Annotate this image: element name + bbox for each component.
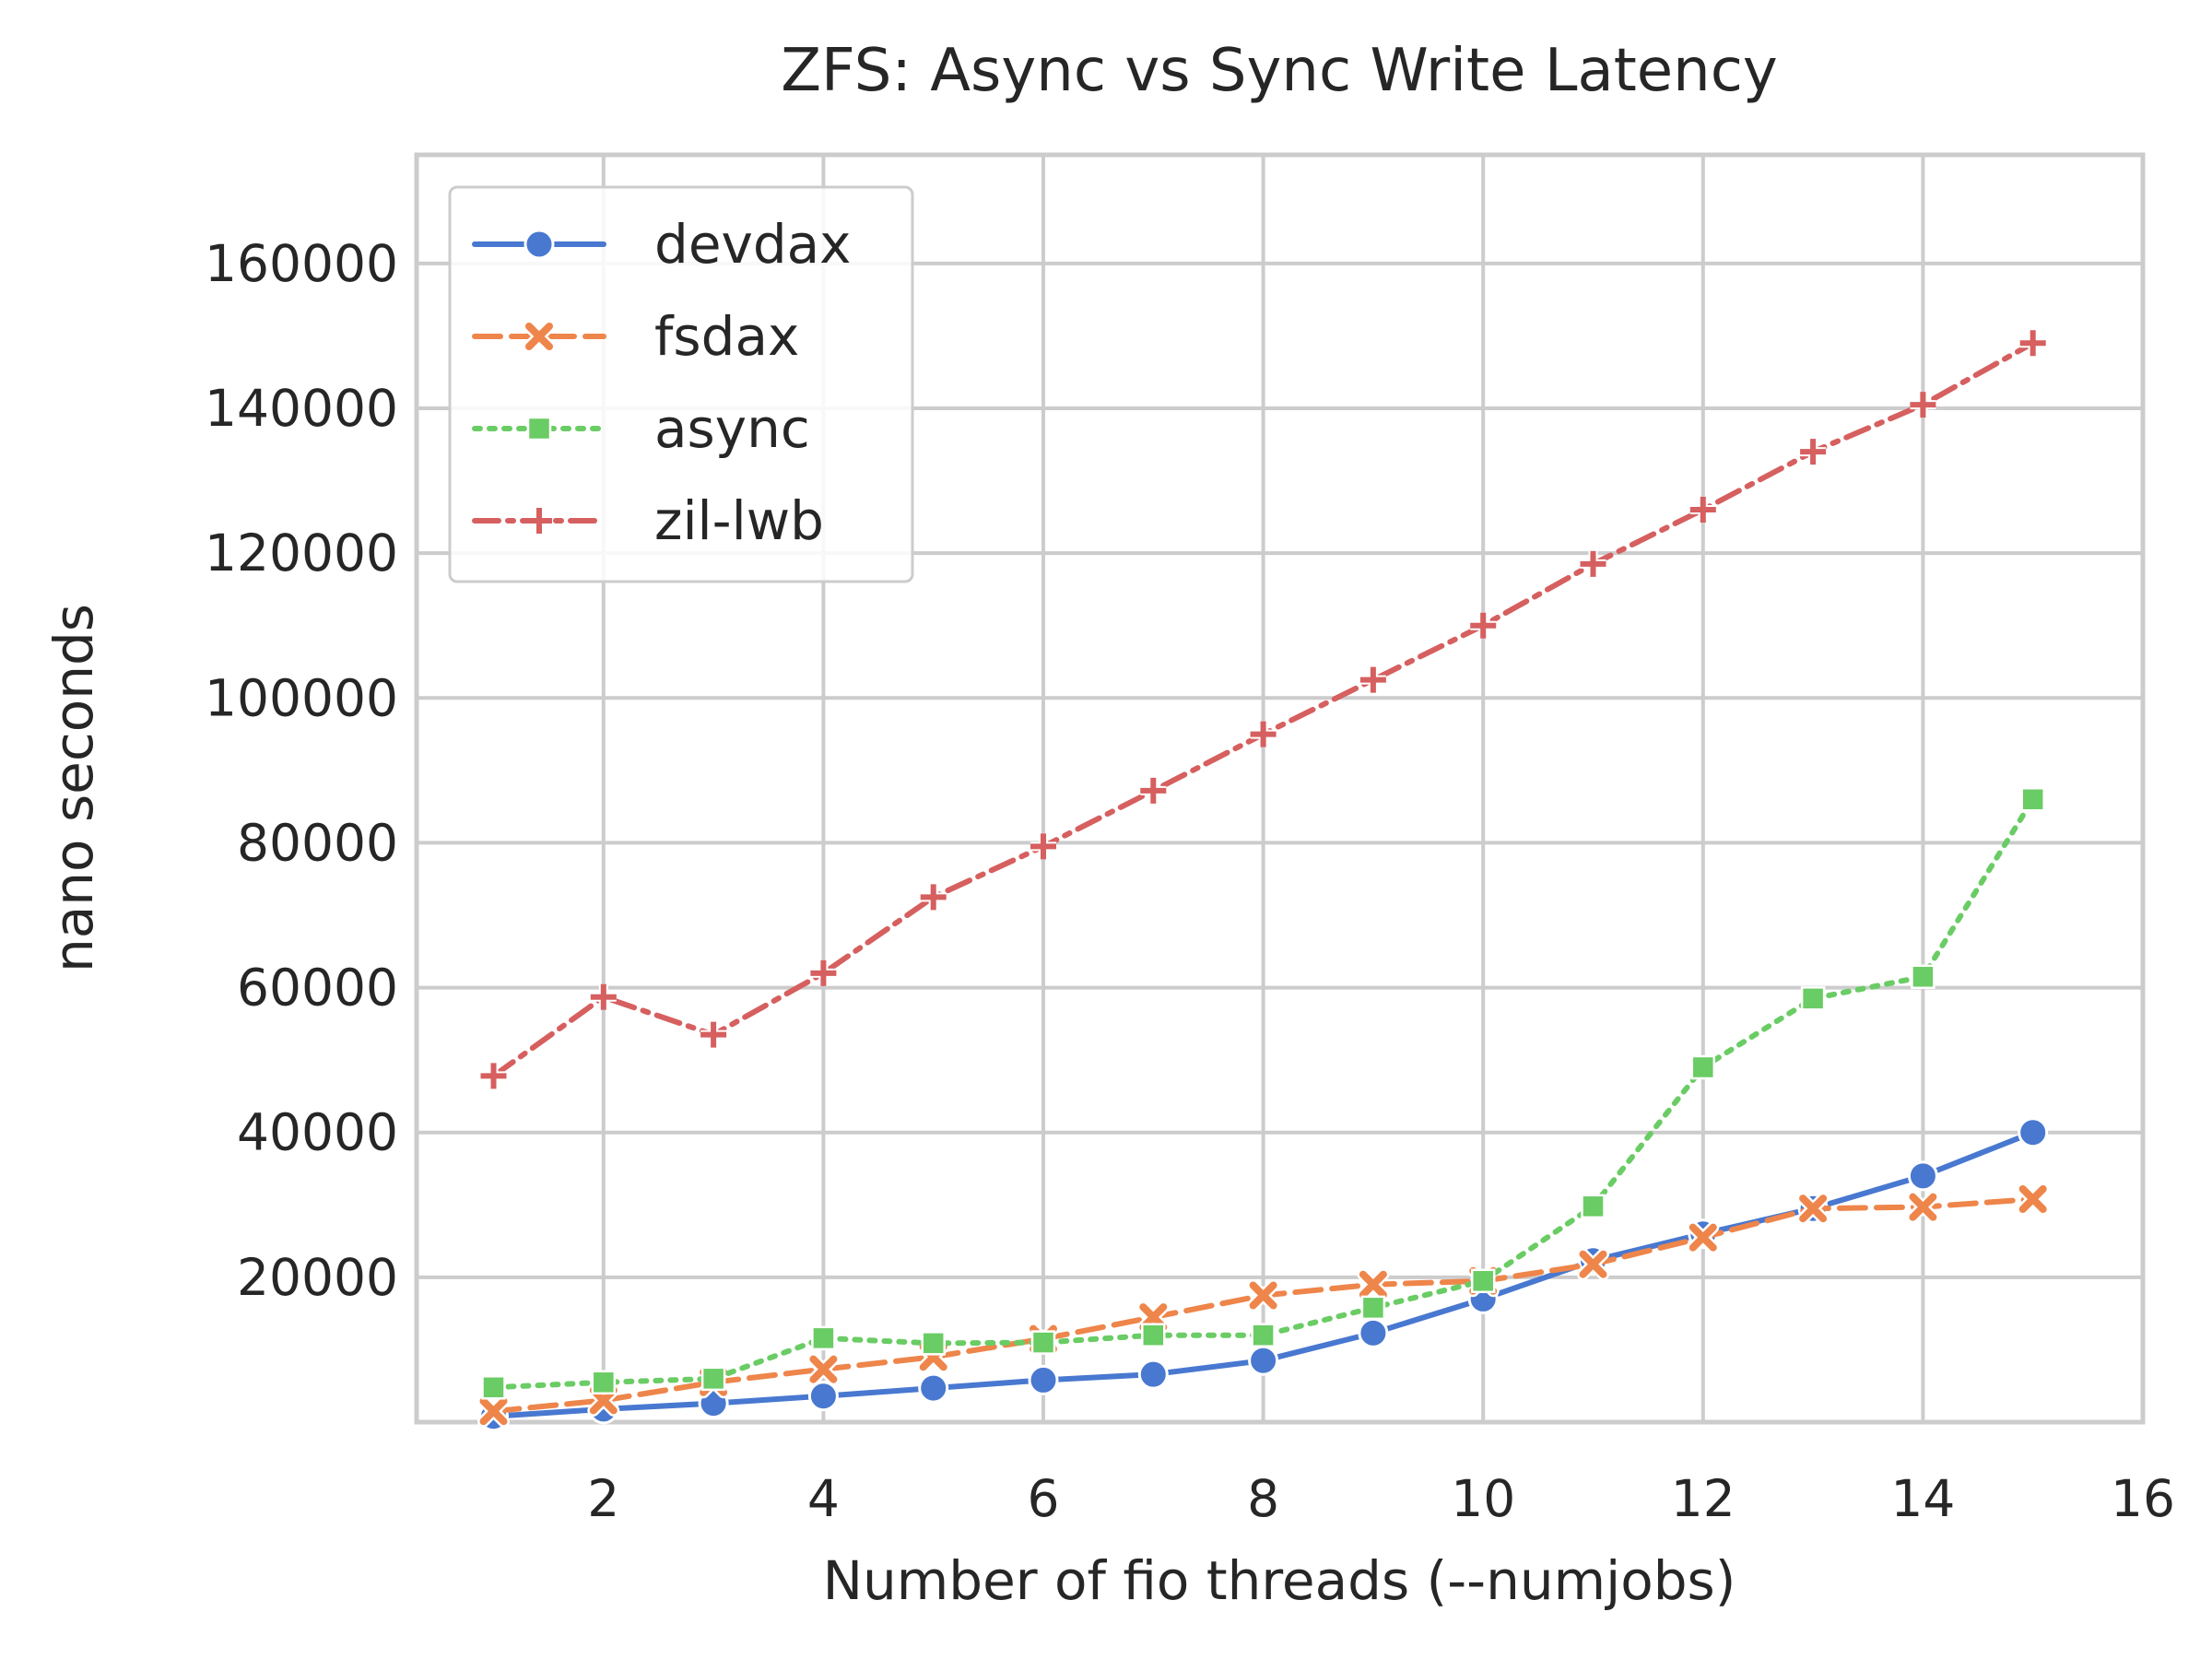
data-point-async [1030, 1330, 1056, 1355]
y-axis-label: nano seconds [42, 604, 105, 972]
data-point-zil-lwb [1359, 666, 1386, 693]
data-point-fsdax [809, 1355, 838, 1383]
x-tick-label: 12 [1671, 1469, 1735, 1528]
data-point-zil-lwb [2019, 330, 2046, 357]
grid [417, 155, 2143, 1422]
y-tick-label: 100000 [205, 668, 398, 727]
data-point-zil-lwb [480, 1063, 507, 1089]
y-tick-label: 160000 [205, 234, 398, 293]
legend-label-async: async [654, 397, 810, 460]
series-async [481, 787, 2045, 1400]
data-point-async [1690, 1054, 1716, 1080]
data-point-fsdax [1579, 1250, 1607, 1278]
data-point-zil-lwb [590, 983, 617, 1010]
legend-item-devdax: devdax [472, 213, 852, 276]
data-point-fsdax [2018, 1185, 2047, 1213]
series-zil-lwb [480, 330, 2046, 1089]
data-point-async [2020, 787, 2045, 812]
data-point-devdax [1358, 1317, 1389, 1348]
legend-item-async: async [472, 397, 810, 460]
data-point-zil-lwb [1470, 612, 1497, 639]
data-point-fsdax [1249, 1281, 1277, 1310]
data-point-zil-lwb [1030, 833, 1057, 860]
legend-label-zil-lwb: zil-lwb [654, 489, 824, 552]
y-tick-label: 20000 [237, 1248, 398, 1307]
data-point-fsdax [1799, 1194, 1828, 1223]
data-point-zil-lwb [1250, 721, 1277, 747]
legend-items: devdax fsdax async zil-lwb [472, 213, 852, 552]
data-point-async [921, 1331, 946, 1356]
tick-labels: 2 4 6 8 10 12 14 16 20000 40000 60000 80000 100000 12… [205, 234, 2175, 1528]
data-point-zil-lwb [1580, 550, 1606, 577]
x-tick-label: 16 [2111, 1469, 2175, 1528]
legend-marker-zil-lwb [526, 508, 552, 534]
legend-item-zil-lwb: zil-lwb [472, 489, 824, 552]
plot-area-frame [414, 152, 2146, 1425]
data-point-devdax [1028, 1364, 1059, 1395]
legend-marker-devdax [524, 229, 555, 260]
data-point-async [481, 1375, 506, 1400]
legend: devdax fsdax async zil-lwb [448, 185, 914, 583]
data-point-async [811, 1325, 836, 1351]
data-point-zil-lwb [1689, 497, 1716, 523]
data-point-async [1800, 986, 1826, 1011]
data-point-async [1581, 1194, 1606, 1219]
data-point-zil-lwb [1910, 392, 1936, 418]
legend-marker-fsdax [525, 323, 553, 350]
data-point-async [1251, 1323, 1276, 1347]
data-point-devdax [807, 1381, 839, 1412]
data-point-async [1911, 964, 1936, 990]
data-point-async [700, 1366, 726, 1392]
series-layer [477, 330, 2050, 1432]
data-point-fsdax [479, 1397, 508, 1426]
x-axis-label: Number of fio threads (--numjobs) [823, 1549, 1736, 1612]
data-point-fsdax [1909, 1193, 1937, 1221]
data-point-fsdax [1359, 1270, 1387, 1299]
data-point-async [1360, 1295, 1386, 1321]
data-point-fsdax [1688, 1223, 1717, 1252]
data-point-zil-lwb [810, 959, 837, 986]
data-point-async [591, 1370, 617, 1395]
x-tick-label: 4 [807, 1469, 840, 1528]
legend-box [448, 185, 914, 583]
y-tick-label: 120000 [205, 524, 398, 582]
y-tick-label: 80000 [237, 813, 398, 872]
series-line-async [490, 796, 2036, 1391]
data-point-zil-lwb [1800, 439, 1827, 465]
y-tick-label: 40000 [237, 1103, 398, 1162]
data-point-zil-lwb [1140, 777, 1167, 804]
legend-label-fsdax: fsdax [654, 305, 799, 368]
data-point-devdax [1248, 1345, 1279, 1376]
y-tick-label: 60000 [237, 959, 398, 1018]
legend-item-fsdax: fsdax [472, 305, 799, 368]
data-point-devdax [1907, 1160, 1938, 1192]
data-point-devdax [1137, 1359, 1169, 1390]
data-point-zil-lwb [700, 1021, 727, 1048]
x-tick-label: 8 [1247, 1469, 1279, 1528]
data-point-async [1470, 1268, 1496, 1294]
legend-marker-async [526, 416, 552, 441]
x-tick-label: 6 [1028, 1469, 1060, 1528]
data-point-zil-lwb [920, 884, 947, 911]
legend-label-devdax: devdax [654, 213, 852, 276]
chart-title: ZFS: Async vs Sync Write Latency [781, 37, 1778, 105]
data-point-async [1141, 1323, 1166, 1347]
y-tick-label: 140000 [205, 379, 398, 438]
x-tick-label: 10 [1451, 1469, 1515, 1528]
x-tick-label: 14 [1890, 1469, 1955, 1528]
data-point-devdax [2018, 1117, 2049, 1148]
data-point-devdax [918, 1372, 949, 1404]
x-tick-label: 2 [587, 1469, 619, 1528]
